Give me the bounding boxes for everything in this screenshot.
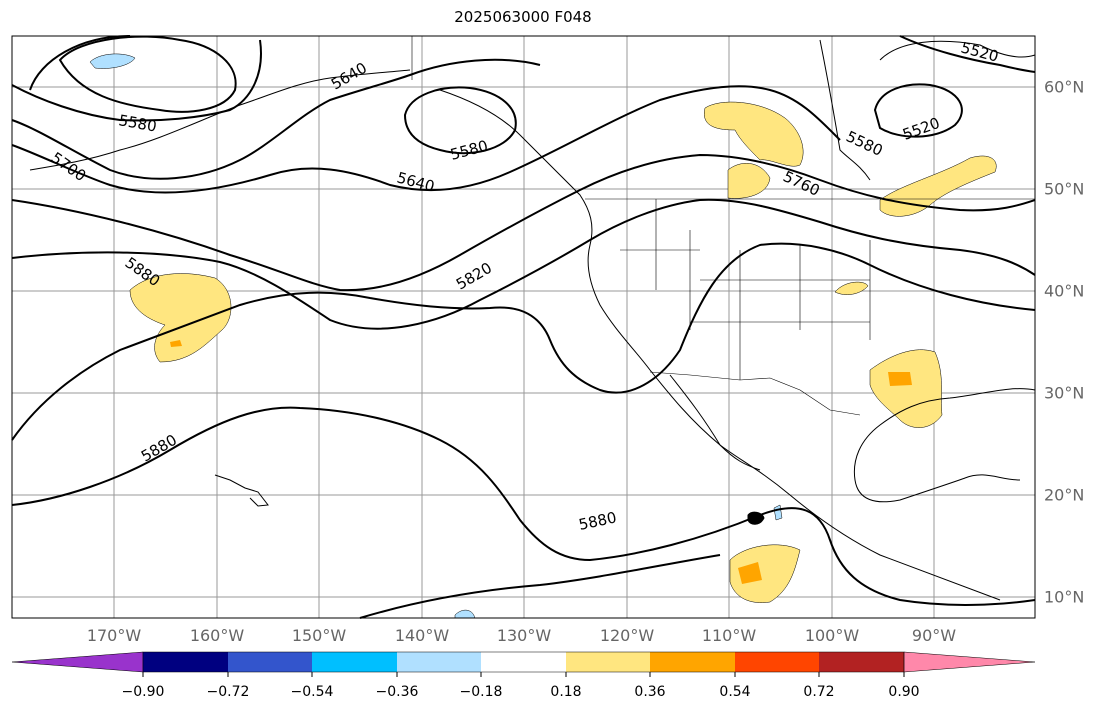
longitude-label: 90°W	[911, 626, 957, 645]
latitude-label: 30°N	[1044, 383, 1085, 403]
colorbar-segment	[735, 652, 819, 672]
longitude-label: 100°W	[804, 626, 860, 645]
coastlines	[29, 39, 1036, 601]
coast-hudson	[819, 39, 871, 181]
colorbar-segment	[819, 652, 904, 672]
contour-5640-low	[403, 86, 517, 154]
colorbar-tick-label: −0.54	[290, 684, 334, 700]
contour-5580-east	[873, 35, 1036, 138]
coast-gulf	[853, 388, 1036, 503]
longitude-label: 150°W	[291, 626, 347, 645]
shade-yellow-mexico	[729, 544, 801, 603]
shade-yellow-pacific	[129, 273, 232, 363]
coast-pacific-northwest	[439, 89, 1001, 601]
shade-yellow-gulf	[869, 349, 943, 428]
contour-5880-bottom	[359, 554, 721, 619]
colorbar-segment	[312, 652, 397, 672]
contour-5820	[11, 198, 1036, 330]
colorbar-under-triangle	[11, 651, 144, 673]
shade-yellow-plains	[834, 281, 869, 295]
latitude-label: 40°N	[1044, 281, 1085, 301]
contour-5580-alaska	[11, 35, 262, 122]
shade-orange-gulf	[888, 372, 912, 386]
shade-orange-pacific	[170, 340, 182, 347]
colorbar-tick-label: 0.90	[888, 684, 920, 700]
latitude-label: 10°N	[1044, 587, 1085, 607]
colorbar-tick-label: −0.18	[459, 684, 503, 700]
colorbar-tick-label: −0.90	[121, 684, 165, 700]
latitude-label: 50°N	[1044, 179, 1085, 199]
longitude-label: 170°W	[86, 626, 142, 645]
longitude-label: 140°W	[394, 626, 450, 645]
longitude-label: 130°W	[496, 626, 552, 645]
positive-shading	[129, 101, 997, 603]
colorbar	[11, 651, 1036, 677]
longitude-label: 110°W	[701, 626, 757, 645]
contour-5640-north	[11, 58, 541, 180]
shade-yellow-canada	[703, 101, 804, 167]
colorbar-segment	[481, 652, 566, 672]
contour-5880-pacific	[11, 242, 1036, 441]
contour-5760	[11, 153, 1036, 292]
map-title: 2025063000 F048	[454, 8, 592, 26]
contour-5520-alaska	[58, 35, 237, 113]
latitude-label: 20°N	[1044, 485, 1085, 505]
gridlines	[12, 36, 1035, 618]
contour-5700	[11, 85, 841, 194]
latitude-label: 60°N	[1044, 77, 1085, 97]
island-hawaii	[214, 474, 269, 507]
shade-blue-alaska	[89, 53, 136, 69]
colorbar-over-triangle	[903, 651, 1036, 673]
colorbar-tick-label: −0.36	[375, 684, 419, 700]
colorbar-segment	[566, 652, 650, 672]
colorbar-tick-label: 0.36	[634, 684, 666, 700]
borders	[411, 36, 1035, 416]
longitude-label: 120°W	[599, 626, 655, 645]
colorbar-tick-label: −0.72	[206, 684, 250, 700]
longitude-label: 160°W	[189, 626, 245, 645]
border-states-1	[620, 199, 871, 380]
map-frame	[11, 35, 1036, 619]
height-contours	[11, 35, 1036, 619]
shade-yellow-canada-2	[727, 163, 771, 199]
border-us-mexico	[649, 371, 861, 416]
shade-yellow-northeast	[879, 155, 997, 217]
colorbar-segment	[397, 652, 481, 672]
coast-greenland	[879, 40, 1036, 61]
colorbar-segment	[228, 652, 312, 672]
shade-orange-mexico	[738, 562, 762, 584]
contour-5880-south	[11, 406, 1036, 606]
colorbar-tick-label: 0.72	[803, 684, 835, 700]
map-panel: 5520 5520 5580 5580 5580 5640 5640 5700 …	[11, 35, 1036, 619]
colorbar-tick-label: 0.18	[550, 684, 582, 700]
colorbar-segment	[143, 652, 228, 672]
coast-baja	[669, 374, 761, 471]
colorbar-tick-label: 0.54	[719, 684, 751, 700]
colorbar-segment	[650, 652, 735, 672]
